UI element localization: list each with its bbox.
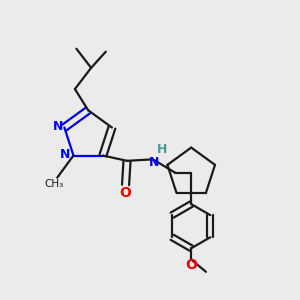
Text: O: O	[185, 258, 197, 272]
Text: O: O	[120, 186, 131, 200]
Text: N: N	[149, 156, 160, 169]
Text: CH₃: CH₃	[45, 179, 64, 189]
Text: N: N	[60, 148, 70, 161]
Text: N: N	[53, 120, 63, 133]
Text: H: H	[157, 143, 167, 156]
